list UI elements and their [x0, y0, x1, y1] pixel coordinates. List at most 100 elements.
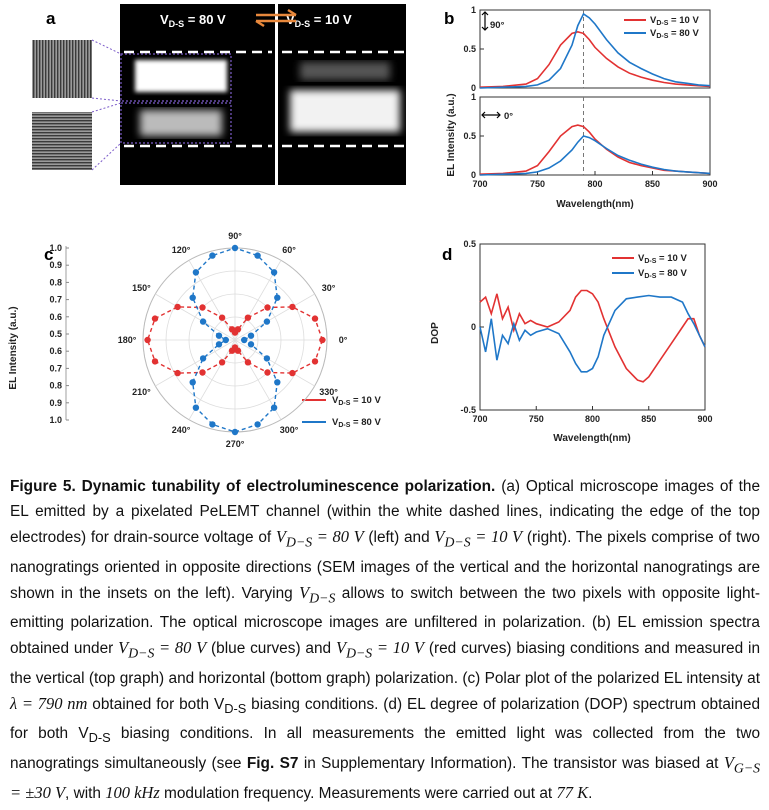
caption-paragraph: Figure 5. Dynamic tunability of electrol…: [10, 474, 760, 806]
panel-c: c EL Intensity (a.u.) VD-S = 10 V VD-S =…: [0, 228, 420, 450]
c-point-blue: [241, 336, 248, 344]
caption-math-9: VG−S = ±30 V: [10, 752, 760, 803]
c-point-blue: [263, 355, 271, 362]
b-top-arrow-icon: [481, 11, 489, 31]
caption-title: Figure 5. Dynamic tunability of electrol…: [10, 478, 496, 495]
right-voltage-title: VD-S = 10 V: [286, 12, 352, 29]
c-angle-label: 90°: [228, 231, 242, 241]
c-angle-label: 150°: [132, 283, 151, 293]
c-point-red: [244, 314, 252, 321]
d-series-blue: [479, 294, 706, 373]
b-bottom-xtick-label: 750: [530, 179, 545, 189]
d-xtick-label: 850: [641, 414, 656, 424]
panel-label-a: a: [46, 9, 56, 28]
left-voltage-title: VD-S = 80 V: [160, 12, 226, 29]
c-point-red: [319, 336, 326, 344]
b-bottom-series-red: [479, 124, 711, 175]
pixel-outline-left-top: [120, 53, 232, 102]
b-bottom-xtick-label: 850: [645, 179, 660, 189]
caption-text-4: allows to switch between the two pixels …: [10, 584, 760, 658]
d-chart-marks: -0.5 0 0.5 700 750 800 850 900: [460, 239, 712, 424]
c-point-blue: [254, 421, 261, 428]
panel-label-d: d: [442, 245, 452, 264]
c-point-red: [228, 326, 236, 333]
caption-math-10: 100 kHz: [105, 783, 160, 803]
c-point-blue: [189, 294, 196, 301]
b-top-ytick-label: 0: [471, 83, 476, 93]
b-bottom-frame: [479, 96, 711, 176]
c-rtick-label: 0.7: [49, 295, 62, 305]
c-rtick-label: 0.5: [49, 329, 62, 339]
d-ytick-label: -0.5: [460, 405, 476, 415]
b-legend-red-text: VD-S = 10 V: [650, 15, 699, 27]
c-legend-red-text: VD-S = 10 V: [332, 395, 381, 407]
connector-2: [91, 97, 122, 102]
panel-b: b EL Intensity (a.u.) 90° 0° Wavelength(…: [440, 0, 769, 225]
connector-3: [91, 102, 122, 113]
b-bottom-annotation: 0°: [504, 111, 513, 122]
c-rtick-label: 0.9: [49, 398, 62, 408]
microscope-left: [120, 4, 275, 185]
caption-text-10: in Supplementary Information). The trans…: [298, 754, 724, 772]
c-point-red: [151, 358, 159, 365]
c-point-blue: [270, 404, 278, 411]
b-top-annotation: 90°: [490, 20, 505, 31]
caption-math-11: 77 K: [556, 783, 589, 803]
b-xlabel: Wavelength(nm): [556, 199, 633, 210]
connector-4: [91, 142, 122, 171]
sem-horizontal-inset: [32, 112, 92, 170]
b-legend-blue-text: VD-S = 80 V: [650, 28, 699, 40]
caption-math-6: λ = 790 nm: [10, 693, 88, 713]
pixel-outline-left-bottom: [120, 102, 232, 144]
panel-a-svg: a VD-S = 80 V VD-S = 10 V: [32, 4, 406, 185]
d-legend-red-text: VD-S = 10 V: [638, 253, 687, 265]
c-rtick-label: 0.6: [49, 312, 62, 322]
b-top-ytick-label: 1: [471, 5, 476, 15]
panel-a: a VD-S = 80 V VD-S = 10 V: [0, 0, 440, 235]
c-legend-blue-text: VD-S = 80 V: [332, 417, 381, 429]
c-point-blue: [270, 269, 278, 276]
caption-text-2: (left) and: [363, 529, 435, 547]
c-point-blue: [189, 379, 196, 386]
caption-math-5: VD−S = 10 V: [335, 638, 424, 661]
c-point-red: [199, 304, 206, 311]
sem-vertical-inset: [32, 40, 92, 98]
caption-text-9: biasing conditions. In all measurements …: [10, 724, 761, 772]
connector-1: [91, 39, 122, 55]
caption-math-8: VD-S: [78, 724, 111, 745]
b-ylabel: EL Intensity (a.u.): [446, 93, 457, 176]
panel-d: d DOP Wavelength(nm) VD-S = 10 V VD-S = …: [420, 228, 769, 450]
caption-fig-ref: Fig. S7: [246, 754, 299, 772]
glow-left-bottom: [140, 110, 222, 136]
c-angle-label: 270°: [226, 439, 245, 449]
c-angle-label: 330°: [319, 387, 338, 397]
c-angle-label: 210°: [132, 387, 151, 397]
c-grid-spoke: [234, 293, 315, 341]
c-grid-spoke: [155, 293, 236, 341]
caption-text-6: (red curves) biasing conditions and meas…: [10, 640, 761, 687]
glow-right-faint: [300, 62, 390, 80]
b-legend: VD-S = 10 V VD-S = 80 V: [624, 15, 699, 40]
c-angle-label: 120°: [172, 245, 191, 255]
figure-caption: Figure 5. Dynamic tunability of electrol…: [10, 474, 760, 806]
b-top-series-blue: [479, 12, 711, 89]
glow-left-top: [135, 60, 227, 92]
glow-right: [290, 90, 400, 132]
c-point-blue: [209, 252, 216, 259]
d-xtick-label: 700: [472, 414, 487, 424]
c-angle-label: 0°: [339, 335, 348, 345]
d-xlabel: Wavelength(nm): [553, 433, 630, 444]
c-point-red: [264, 304, 271, 311]
b-bottom-xtick-label: 900: [702, 179, 717, 189]
panel-c-svg: c EL Intensity (a.u.) VD-S = 10 V VD-S =…: [8, 231, 381, 449]
d-xtick-label: 800: [585, 414, 600, 424]
d-ytick-label: 0: [471, 322, 476, 332]
b-top-series-red: [479, 30, 711, 88]
c-point-blue: [247, 341, 255, 348]
c-point-red: [218, 314, 226, 321]
caption-text-3: (right). The pixels comprise of two nano…: [10, 529, 760, 602]
panel-label-c: c: [44, 245, 53, 264]
c-point-blue: [222, 336, 229, 344]
caption-math-7: VD-S: [213, 695, 247, 716]
double-arrow-icon: [255, 8, 297, 28]
